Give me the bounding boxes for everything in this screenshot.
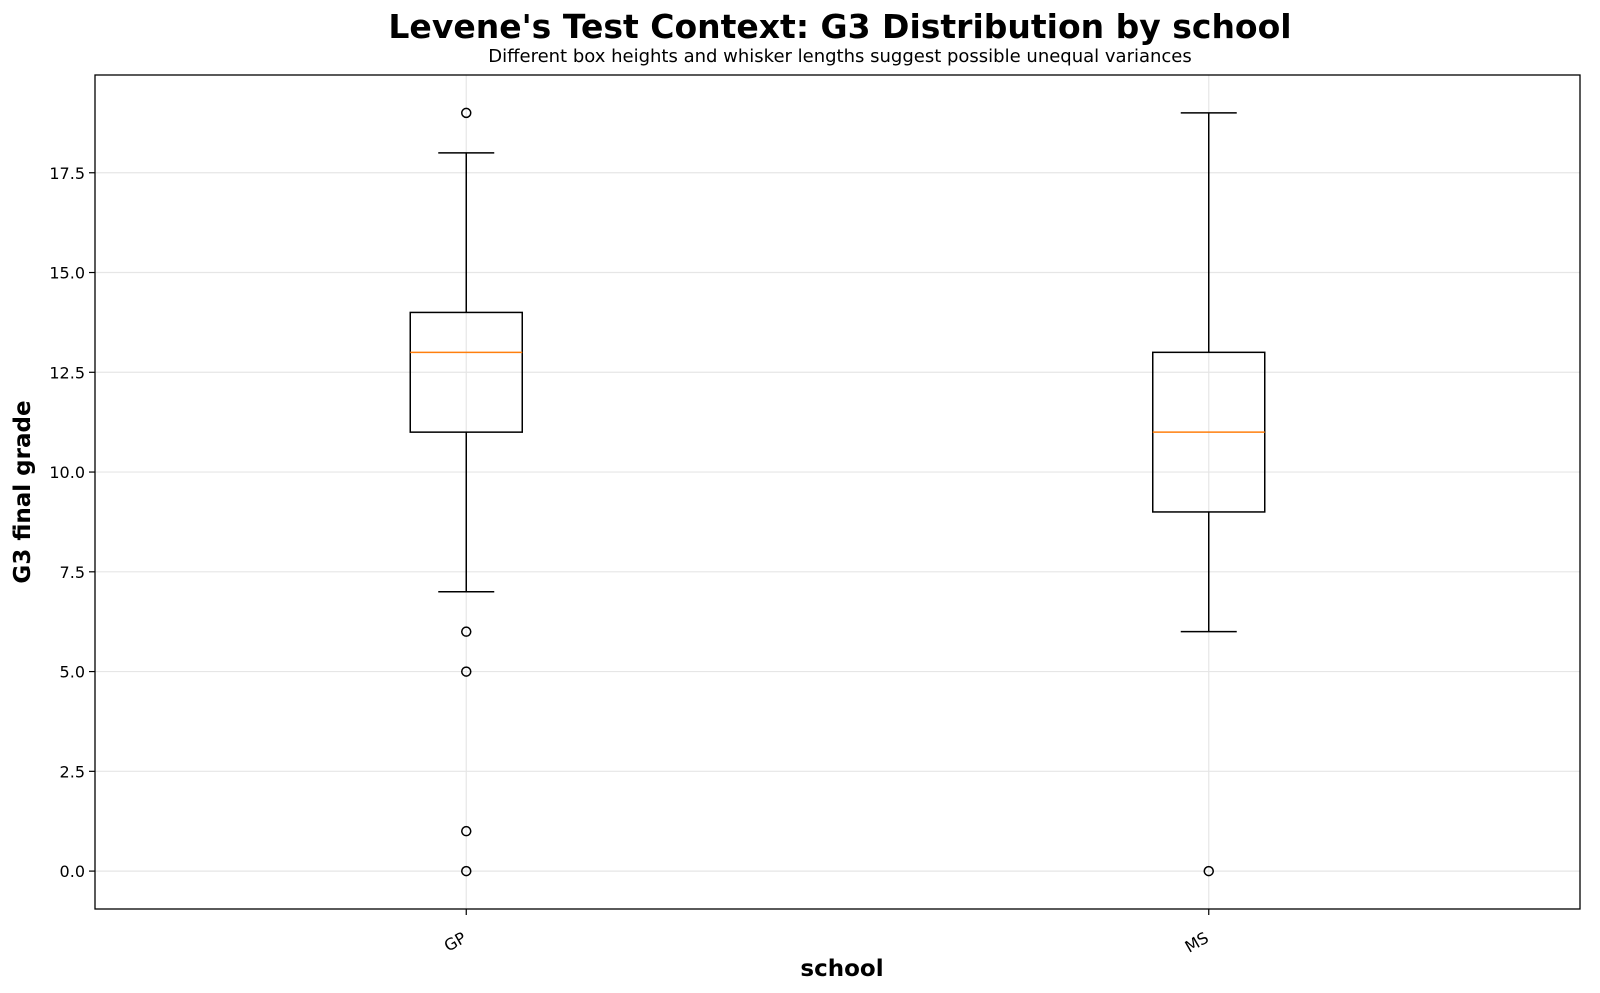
y-tick-label: 12.5 [49,363,85,382]
y-axis-label: G3 final grade [10,400,36,583]
y-tick-label: 10.0 [49,463,85,482]
box-GP [409,107,523,877]
y-tick-label: 17.5 [49,164,85,183]
box-MS [1152,112,1266,877]
y-tick-label: 0.0 [60,862,85,881]
outlier-point [461,825,472,837]
x-tick-label: MS [1182,928,1212,956]
chart-title: Levene's Test Context: G3 Distribution b… [388,7,1291,46]
grid [95,75,1580,909]
x-axis-ticks: GP MS [441,909,1212,956]
y-tick-label: 5.0 [60,663,85,682]
outlier-point [461,865,472,877]
boxes [409,107,1266,877]
y-tick-label: 7.5 [60,563,85,582]
y-tick-label: 2.5 [60,762,85,781]
y-tick-label: 15.0 [49,264,85,283]
y-axis-ticks: 0.0 2.5 5.0 7.5 10.0 12.5 15.0 17.5 [49,164,95,881]
outlier-point [461,107,472,119]
outlier-point [461,666,472,677]
plot-frame [94,74,1581,910]
chart-subtitle: Different box heights and whisker length… [488,46,1192,67]
outlier-point [461,626,472,637]
x-tick-label: GP [441,928,470,956]
x-axis-label: school [800,956,883,982]
iqr-box [409,311,523,433]
outlier-point [1203,865,1214,877]
